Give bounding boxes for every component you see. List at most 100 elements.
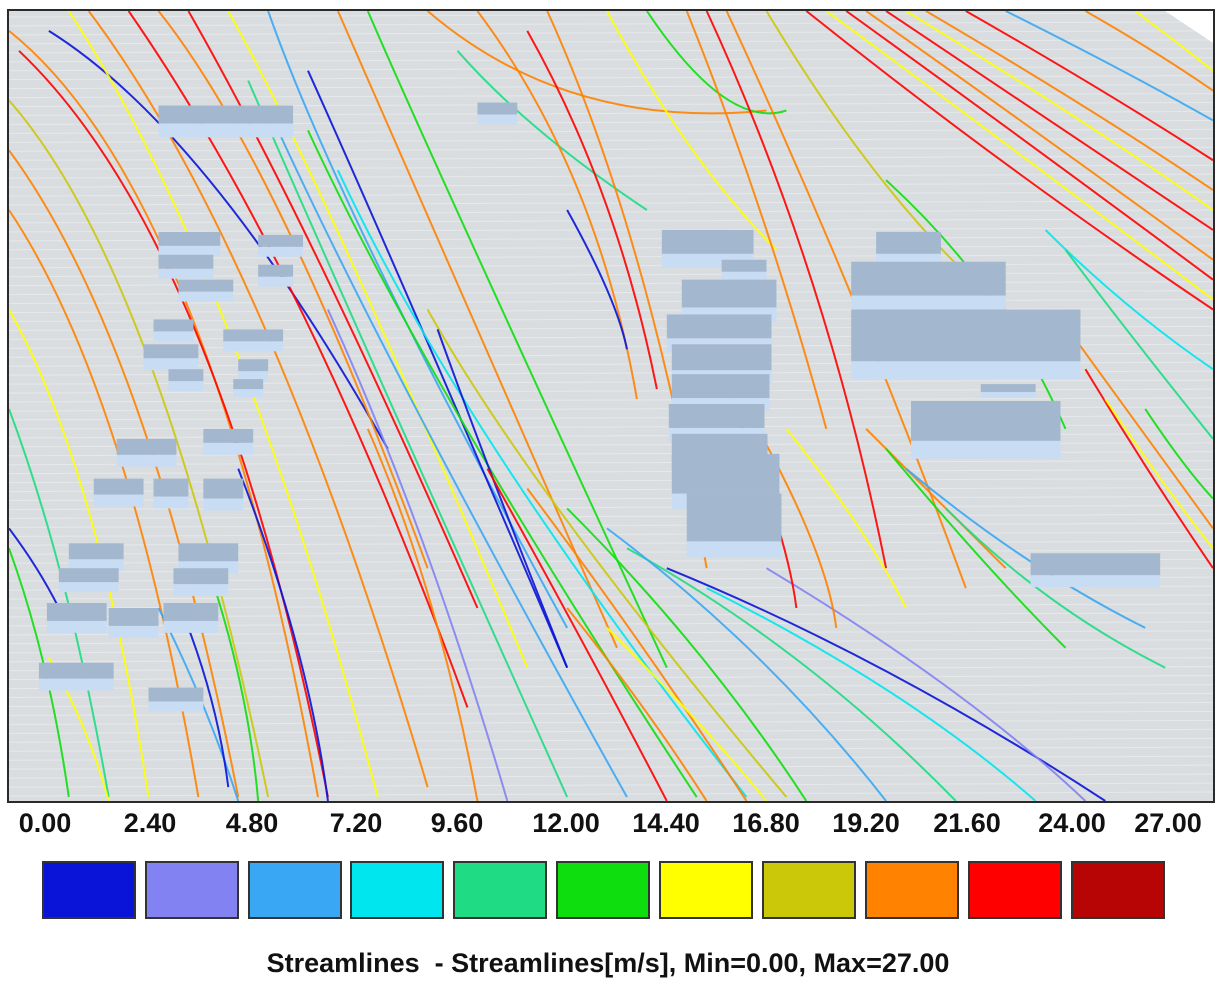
streamline [486,468,668,801]
streamline [336,11,618,649]
ground-stripe [9,755,1213,761]
ground-stripe [9,66,1213,72]
streamline [187,627,230,788]
building-facade [116,454,177,467]
ground-stripe [9,594,1213,600]
streamline [127,11,469,708]
streamline [606,527,887,801]
streamline [87,11,429,788]
ground-stripe [9,469,1213,475]
ground-stripe [9,702,1213,707]
building-facade [38,678,114,691]
ground-stripe [9,513,1213,519]
building-facade [876,253,941,266]
legend-color-swatch [248,861,342,919]
streamline [706,587,1037,801]
legend-color-swatch [762,861,856,919]
streamline [606,627,768,801]
building-roof [203,478,244,499]
building-roof [671,374,770,399]
ground-stripe [9,522,1213,528]
legend-tick-label: 16.80 [732,808,800,838]
legend-color-swatch [556,861,650,919]
building-roof [851,309,1081,362]
ground-stripe [9,531,1213,537]
building-roof [108,607,159,626]
building-roof [661,229,754,254]
ground-stripe [9,379,1213,385]
color-legend-bar [0,861,1216,923]
building-roof [1030,553,1161,576]
building-facade [258,276,294,287]
flow-visualization-viewport[interactable] [7,9,1215,803]
ground-stripe [9,30,1213,36]
streamline [925,11,1213,191]
legend-tick-label: 0.00 [18,808,72,838]
streamline [426,309,788,798]
streamline [566,607,708,801]
building-facade [153,331,194,342]
building-roof [851,261,1006,296]
building-facade [46,620,107,633]
ground-stripe [9,675,1213,681]
streamline [765,567,1087,801]
building-roof [158,105,294,124]
building-facade [686,541,782,558]
building-roof [163,603,219,621]
building-roof [876,231,941,254]
streamline [905,467,1146,629]
legend-color-swatch [1071,861,1165,919]
building-facade [158,268,214,279]
building-roof [686,493,782,542]
streamline [666,567,1106,801]
building-facade [233,389,264,398]
ground-stripe [9,773,1213,779]
streamline [646,11,787,115]
ground-stripe [9,791,1213,797]
building-facade [108,625,159,638]
streamline [685,11,828,430]
streamline [965,11,1213,162]
streamline [626,547,957,801]
ground-stripe [9,737,1213,743]
streamline [307,129,698,798]
building-roof [258,264,294,277]
legend-color-swatch [42,861,136,919]
streamline [1074,338,1213,529]
ground-stripe [9,639,1213,645]
streamline [606,11,778,251]
legend-tick-label: 4.80 [225,808,279,838]
building-roof [721,259,767,272]
legend-tick-label: 24.00 [1038,808,1106,838]
building-facade [851,361,1081,380]
streamline [18,50,329,798]
ground-stripe [9,21,1213,27]
ground-stripe [9,728,1213,734]
legend-color-swatch [659,861,753,919]
building-roof [143,344,199,359]
building-roof [158,254,214,269]
ground-stripe [9,460,1213,466]
building-roof [666,314,772,339]
building-facade [911,440,1061,459]
building-roof [668,404,765,428]
streamline [1064,249,1213,440]
legend-tick-label: 9.60 [430,808,484,838]
streamline [865,11,1213,261]
building-roof [178,279,234,292]
building-roof [681,279,777,308]
legend-tick-label: 19.20 [832,808,900,838]
streamline [207,567,260,801]
streamline [327,309,509,801]
building-facade [163,620,219,633]
building-roof [671,344,772,371]
legend-tick-label: 14.40 [632,808,700,838]
ground-stripe [9,684,1213,690]
streamline [9,527,60,609]
building-roof [46,603,107,621]
streamline [227,11,529,669]
building-roof [153,319,194,332]
building-facade [148,701,204,712]
streamline [805,11,1213,311]
building-roof [148,687,204,702]
